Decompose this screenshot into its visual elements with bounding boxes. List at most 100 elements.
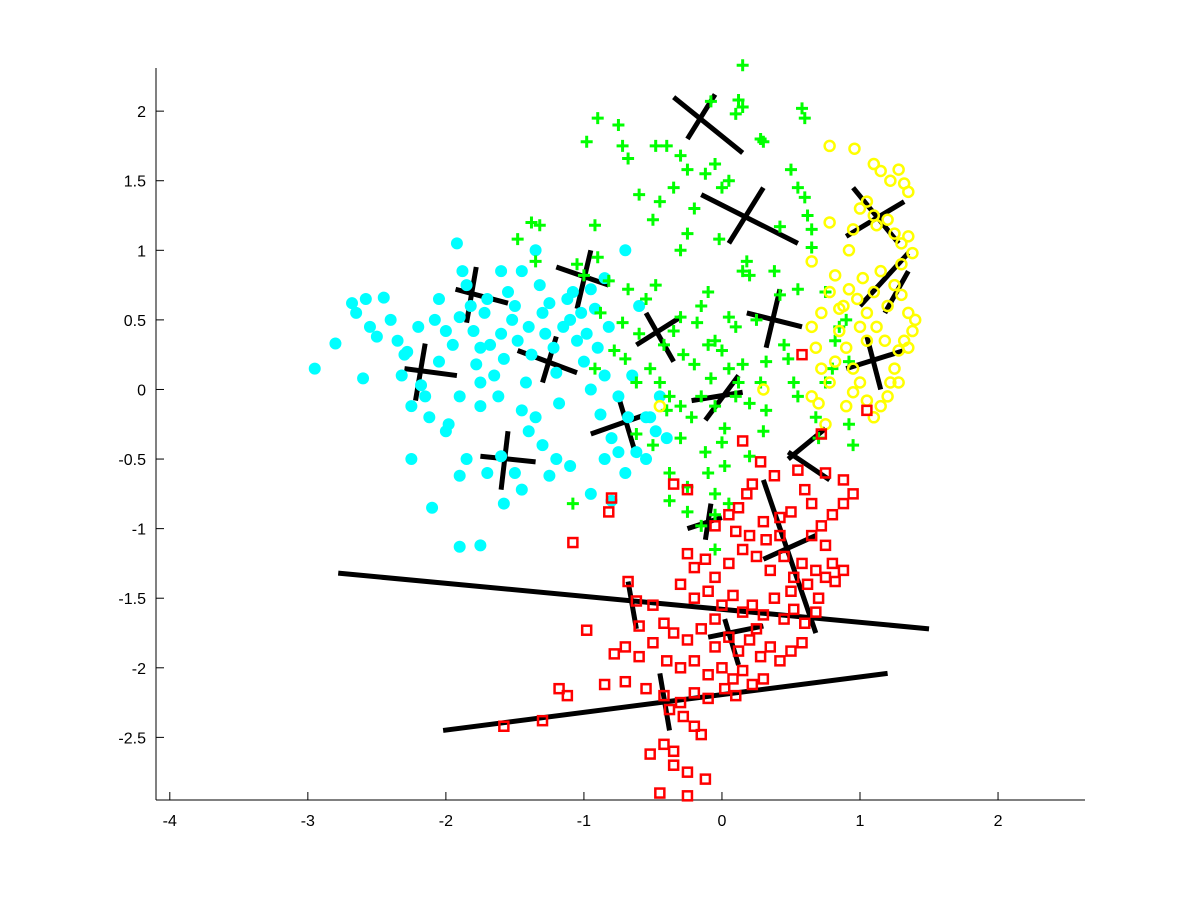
red-point (598, 678, 611, 691)
red-point (699, 773, 712, 785)
yellow-point (888, 362, 901, 375)
green-point (608, 344, 621, 357)
cyan-point (525, 348, 538, 361)
cyan-point (612, 446, 625, 459)
green-point (760, 404, 773, 417)
yellow-point (846, 362, 860, 375)
green-point (732, 376, 745, 389)
cyan-point (470, 358, 483, 371)
green-point (829, 334, 842, 347)
axis-segment (702, 503, 714, 541)
red-point (746, 599, 759, 611)
x-tick-label: -1 (577, 813, 591, 830)
red-point (695, 728, 708, 741)
yellow-point (833, 324, 846, 338)
green-point (591, 112, 604, 125)
red-point (829, 575, 841, 588)
green-point (622, 283, 635, 296)
green-point (695, 390, 708, 403)
red-point (660, 655, 673, 667)
red-point (768, 469, 781, 482)
red-point (681, 483, 694, 496)
green-point (688, 358, 701, 371)
data-points (308, 59, 922, 802)
green-point (773, 220, 786, 233)
axis-segment (454, 286, 509, 306)
red-point (716, 599, 728, 611)
red-point (785, 506, 797, 518)
green-point (663, 494, 676, 507)
cyan-point (612, 390, 625, 403)
green-point (796, 102, 809, 115)
red-point (787, 603, 800, 616)
cyan-point (446, 338, 459, 351)
green-point (674, 149, 687, 162)
cyan-point (495, 265, 508, 278)
green-point (736, 265, 749, 278)
cyan-point (575, 306, 588, 319)
y-tick-label: 0 (137, 382, 146, 399)
yellow-point (823, 376, 836, 389)
green-point (630, 376, 643, 389)
cyan-point (395, 369, 408, 382)
green-point (729, 390, 742, 403)
yellow-point (860, 394, 874, 407)
red-point (774, 655, 786, 667)
cyan-point (536, 439, 549, 452)
red-point (810, 564, 822, 577)
red-point (688, 655, 701, 667)
green-point (798, 191, 811, 204)
green-point (782, 352, 795, 365)
red-point (736, 664, 749, 677)
axis-segment (700, 192, 800, 246)
cyan-point (564, 460, 577, 473)
yellow-point (833, 302, 846, 316)
red-point (709, 520, 721, 532)
red-point (727, 589, 739, 602)
green-point (732, 94, 745, 107)
red-point (732, 502, 745, 514)
red-point (861, 404, 873, 417)
x-tick-label: -2 (439, 813, 453, 830)
green-point (644, 362, 657, 375)
cyan-point (649, 425, 662, 438)
yellow-point (902, 185, 915, 199)
red-point (736, 606, 749, 618)
y-tick-label: -1.5 (118, 591, 146, 608)
red-point (702, 692, 714, 705)
red-point (778, 550, 790, 563)
red-point (754, 456, 767, 468)
red-point (667, 745, 680, 758)
green-point (653, 376, 666, 389)
cyan-point (640, 411, 653, 424)
x-tick-label: -4 (163, 813, 177, 830)
green-point (511, 233, 524, 246)
yellow-point (805, 390, 818, 403)
green-point (616, 316, 629, 329)
green-point (709, 487, 722, 500)
red-point (819, 539, 832, 552)
y-tick-label: 1.5 (124, 174, 146, 191)
green-point (566, 497, 579, 510)
cyan-point (453, 390, 466, 403)
cyan-point (329, 337, 342, 350)
green-point (667, 325, 680, 338)
green-point (791, 181, 804, 194)
cyan-point (506, 313, 519, 326)
red-point (746, 478, 759, 490)
red-point (764, 641, 777, 653)
red-point (746, 678, 759, 691)
green-point (691, 316, 704, 329)
yellow-point (867, 157, 881, 171)
yellow-point (828, 269, 842, 282)
cyan-point (501, 286, 514, 299)
red-point (674, 578, 687, 591)
cyan-point (450, 237, 463, 250)
green-point (718, 460, 731, 473)
yellow-point (846, 223, 860, 236)
red-point (727, 673, 739, 685)
yellow-point (839, 341, 853, 354)
yellow-point (874, 264, 887, 278)
cyan-point (553, 397, 566, 410)
